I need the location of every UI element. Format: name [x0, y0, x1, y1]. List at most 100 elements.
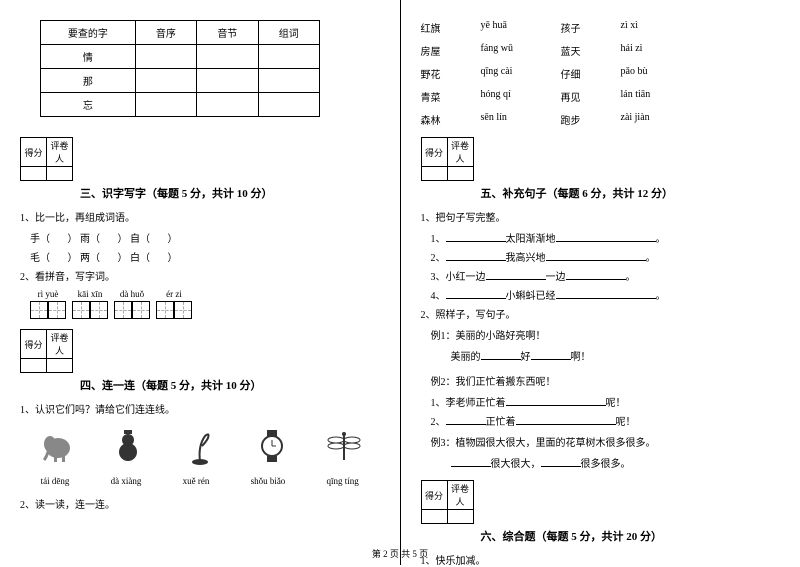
- blank: [481, 348, 521, 360]
- score-label: 得分: [21, 330, 47, 359]
- blank: [566, 268, 626, 280]
- th-sequence: 音序: [135, 21, 196, 45]
- word: 青菜: [421, 89, 471, 104]
- fill-2: 2、我高兴地。: [431, 249, 781, 264]
- cell-char: 情: [41, 45, 136, 69]
- word: 孩子: [561, 20, 611, 35]
- score-box-6: 得分 评卷人: [421, 480, 781, 524]
- blank: [531, 348, 571, 360]
- char-box: [132, 301, 150, 319]
- th-word: 组词: [258, 21, 319, 45]
- char-box: [48, 301, 66, 319]
- pinyin-item: rì yuè: [30, 289, 66, 319]
- section-5-title: 五、补充句子（每题 6 分，共计 12 分）: [421, 185, 781, 201]
- q3-1-line2: 毛（ ） 两（ ） 白（ ）: [30, 249, 380, 264]
- pinyin-label-row: tái dēng dà xiàng xuě rén shǒu biǎo qīng…: [20, 476, 380, 486]
- pinyin: sēn lín: [481, 112, 551, 127]
- section-3-title: 三、识字写字（每题 5 分，共计 10 分）: [20, 185, 380, 201]
- table-row: 情: [41, 45, 320, 69]
- word: 跑步: [561, 112, 611, 127]
- grader-label: 评卷人: [447, 138, 473, 167]
- ex3-fill: 很大很大，很多很多。: [451, 455, 781, 470]
- char-box: [30, 301, 48, 319]
- char-box: [156, 301, 174, 319]
- word: 野花: [421, 66, 471, 81]
- pinyin: hóng qí: [481, 89, 551, 104]
- pinyin: qīng cài: [481, 66, 551, 81]
- word: 红旗: [421, 20, 471, 35]
- snowman-icon: [108, 426, 148, 466]
- q4-1: 1、认识它们吗？请给它们连连线。: [20, 401, 380, 416]
- score-box-5: 得分 评卷人: [421, 137, 781, 181]
- ex1-fill: 美丽的好啊！: [451, 348, 781, 363]
- char-box: [72, 301, 90, 319]
- watch-icon: [252, 426, 292, 466]
- fill-3: 3、小红一边一边。: [431, 268, 781, 283]
- cell-char: 那: [41, 69, 136, 93]
- blank: [446, 230, 506, 242]
- pinyin: fáng wū: [481, 43, 551, 58]
- th-syllable: 音节: [197, 21, 258, 45]
- char-box: [90, 301, 108, 319]
- table-row: 忘: [41, 93, 320, 117]
- pinyin-label: shǒu biǎo: [251, 476, 286, 486]
- blank: [546, 249, 646, 261]
- page-footer: 第 2 页 共 5 页: [372, 547, 428, 560]
- q3-2: 2、看拼音，写字词。: [20, 268, 380, 283]
- pinyin-label: xuě rén: [183, 476, 210, 486]
- q3-1: 1、比一比，再组成词语。: [20, 209, 380, 224]
- q5-1: 1、把句子写完整。: [421, 209, 781, 224]
- pinyin-label: tái dēng: [41, 476, 70, 486]
- score-label: 得分: [21, 138, 47, 167]
- pinyin-label: qīng tíng: [327, 476, 359, 486]
- example-2: 例2：我们正忙着搬东西呢！: [431, 373, 781, 388]
- char-box: [114, 301, 132, 319]
- blank: [446, 413, 486, 425]
- word: 森林: [421, 112, 471, 127]
- th-char: 要查的字: [41, 21, 136, 45]
- section-6-title: 六、综合题（每题 5 分，共计 20 分）: [421, 528, 781, 544]
- pinyin: zài jiàn: [621, 112, 691, 127]
- pinyin-item: kāi xīn: [72, 289, 108, 319]
- grader-label: 评卷人: [47, 330, 73, 359]
- blank: [451, 455, 491, 467]
- pinyin: zì xì: [621, 20, 691, 35]
- ex2-line2: 2、正忙着呢！: [431, 413, 781, 428]
- table-row: 那: [41, 69, 320, 93]
- image-row: [20, 426, 380, 466]
- blank: [516, 413, 616, 425]
- section-4-title: 四、连一连（每题 5 分，共计 10 分）: [20, 377, 380, 393]
- pinyin-label: dà xiàng: [111, 476, 142, 486]
- pinyin-item: dà huǒ: [114, 289, 150, 319]
- pinyin-item: ér zi: [156, 289, 192, 319]
- lamp-icon: [180, 426, 220, 466]
- blank: [506, 394, 606, 406]
- right-column: 红旗 yē huā 孩子 zì xì 房屋 fáng wū 蓝天 hái zi …: [401, 0, 800, 565]
- score-label: 得分: [421, 138, 447, 167]
- blank: [446, 287, 506, 299]
- dragonfly-icon: [324, 426, 364, 466]
- grader-label: 评卷人: [447, 481, 473, 510]
- q4-2: 2、读一读，连一连。: [20, 496, 380, 511]
- char-box: [174, 301, 192, 319]
- left-column: 要查的字 音序 音节 组词 情 那 忘 得分 评卷人 三、识字写字（每题 5 分…: [0, 0, 401, 565]
- blank: [541, 455, 581, 467]
- word: 仔细: [561, 66, 611, 81]
- blank: [556, 230, 656, 242]
- score-box-4: 得分 评卷人: [20, 329, 380, 373]
- blank: [446, 249, 506, 261]
- pinyin: yē huā: [481, 20, 551, 35]
- word-match-grid: 红旗 yē huā 孩子 zì xì 房屋 fáng wū 蓝天 hái zi …: [421, 20, 781, 127]
- pinyin: lán tiān: [621, 89, 691, 104]
- example-3: 例3：植物园很大很大，里面的花草树木很多很多。: [431, 434, 781, 449]
- score-label: 得分: [421, 481, 447, 510]
- blank: [556, 287, 656, 299]
- fill-4: 4、小蝌蚪已经。: [431, 287, 781, 302]
- word: 房屋: [421, 43, 471, 58]
- ex2-line1: 1、李老师正忙着呢！: [431, 394, 781, 409]
- example-1: 例1：美丽的小路好亮啊！: [431, 327, 781, 342]
- elephant-icon: [36, 426, 76, 466]
- cell-char: 忘: [41, 93, 136, 117]
- pinyin-box-row: rì yuè kāi xīn dà huǒ ér zi: [30, 289, 380, 319]
- blank: [486, 268, 546, 280]
